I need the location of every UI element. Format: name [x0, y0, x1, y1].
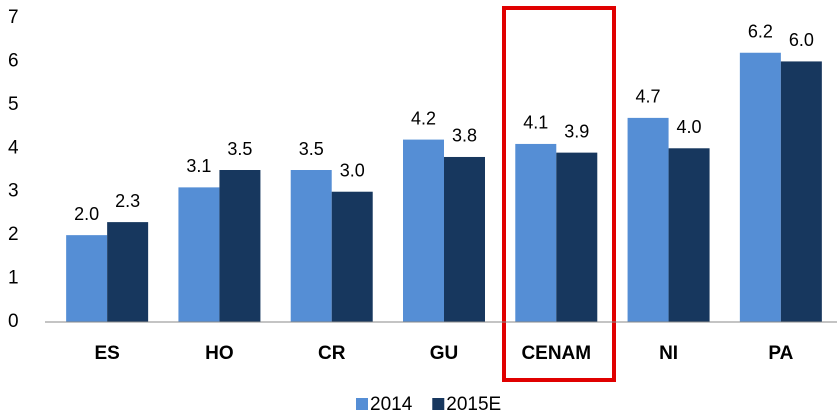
bar [444, 156, 485, 322]
value-label: 3.9 [564, 121, 589, 141]
value-label: 2.3 [115, 191, 140, 211]
bar [739, 52, 781, 322]
value-label: 6.2 [748, 21, 773, 41]
y-tick-label: 2 [8, 224, 19, 245]
y-tick-label: 1 [8, 268, 19, 289]
bar [668, 148, 710, 322]
value-label: 4.7 [636, 87, 661, 107]
bar [627, 117, 669, 322]
x-tick-label: CR [318, 343, 346, 364]
bar [556, 152, 598, 322]
bar [290, 170, 332, 322]
x-tick-label: ES [94, 343, 119, 364]
y-tick-label: 4 [8, 137, 19, 158]
bar [780, 61, 822, 323]
value-label: 3.5 [299, 139, 324, 159]
value-label: 4.2 [411, 108, 436, 128]
value-label: 6.0 [789, 30, 814, 50]
legend-swatch [356, 398, 368, 410]
bar [331, 191, 373, 322]
legend-label: 2014 [370, 394, 413, 415]
legend-swatch [432, 398, 445, 410]
highlight-box [502, 6, 616, 382]
bar [178, 187, 220, 322]
value-label: 4.0 [677, 117, 702, 137]
y-tick-label: 0 [8, 311, 19, 332]
y-tick-label: 3 [8, 181, 19, 202]
y-tick-label: 7 [8, 7, 19, 28]
x-tick-label: GU [430, 343, 459, 364]
value-label: 3.0 [340, 160, 365, 180]
x-tick-label: HO [205, 343, 234, 364]
x-tick-label: NI [659, 343, 678, 364]
x-tick-label: PA [768, 343, 793, 364]
y-tick-label: 6 [8, 50, 19, 71]
y-tick-label: 5 [8, 94, 19, 115]
x-tick-label: CENAM [521, 343, 591, 364]
value-label: 2.0 [74, 204, 99, 224]
value-label: 4.1 [523, 113, 548, 133]
bar [403, 139, 444, 322]
bar [66, 235, 108, 322]
bar [219, 170, 261, 322]
bar [515, 143, 557, 322]
bar [107, 222, 149, 322]
value-label: 3.1 [186, 156, 211, 176]
value-label: 3.8 [452, 126, 477, 146]
value-label: 3.5 [227, 139, 252, 159]
legend-label: 2015E [446, 394, 501, 415]
